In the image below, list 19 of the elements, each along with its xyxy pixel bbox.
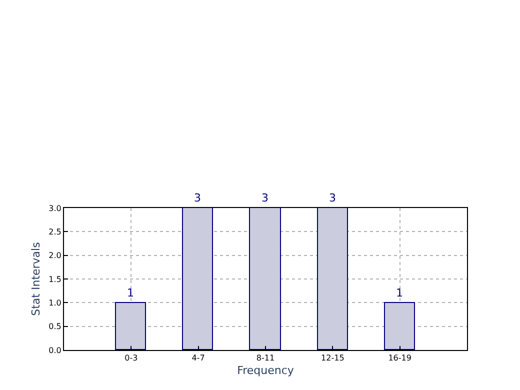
x-tick-label: 0-3 bbox=[124, 354, 138, 363]
y-axis-title: Stat Intervals bbox=[29, 242, 42, 316]
y-tick-label: 0.5 bbox=[48, 322, 62, 332]
data-label: 3 bbox=[194, 192, 201, 204]
y-tick-label: 1.5 bbox=[48, 274, 62, 284]
data-label: 3 bbox=[329, 192, 336, 204]
x-axis-title: Frequency bbox=[237, 364, 294, 377]
data-label: 3 bbox=[262, 192, 268, 204]
x-tick-label: 8-11 bbox=[256, 354, 275, 363]
y-tick-label: 1.0 bbox=[48, 298, 62, 308]
y-tick-label: 3.0 bbox=[48, 204, 62, 213]
y-tick-label: 0.0 bbox=[48, 346, 62, 355]
data-label: 1 bbox=[396, 286, 403, 300]
x-tick-label: 4-7 bbox=[192, 354, 205, 363]
y-tick-label: 2.0 bbox=[48, 251, 62, 260]
x-tick-label: 12-15 bbox=[321, 354, 344, 363]
data-label: 1 bbox=[127, 286, 134, 300]
y-tick-label: 2.5 bbox=[48, 227, 62, 236]
x-tick-label: 16-19 bbox=[388, 354, 412, 363]
